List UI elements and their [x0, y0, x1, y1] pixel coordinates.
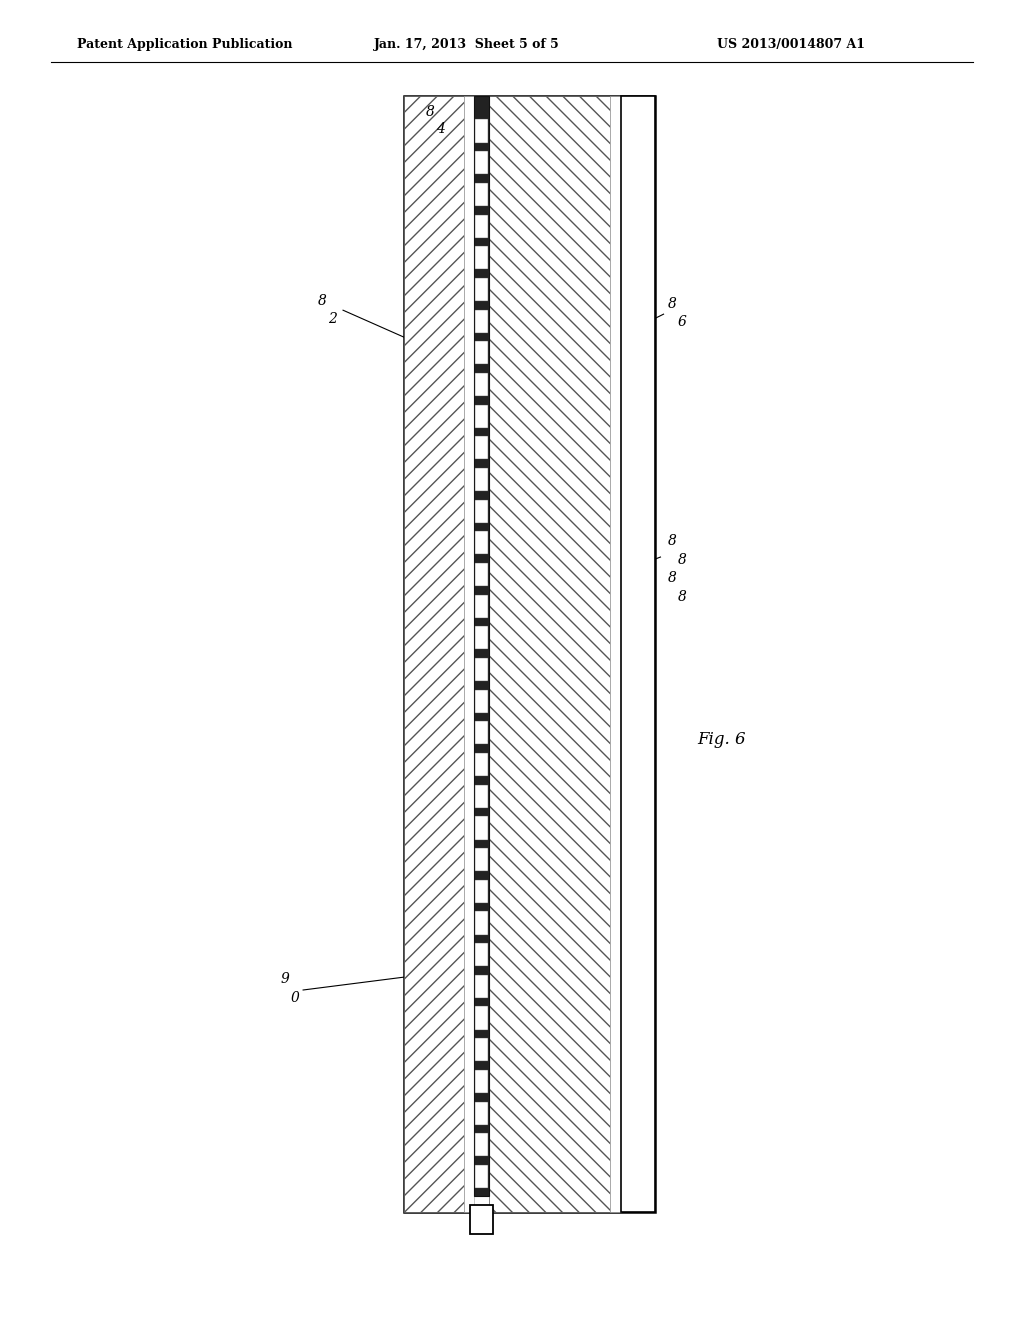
Text: 8: 8: [668, 572, 676, 585]
Text: US 2013/0014807 A1: US 2013/0014807 A1: [717, 38, 865, 51]
Bar: [404, 96, 464, 1212]
Bar: [475, 1166, 488, 1188]
Bar: [475, 215, 488, 238]
Text: 8: 8: [318, 294, 327, 308]
Text: 8: 8: [668, 297, 676, 310]
Bar: [610, 96, 621, 1212]
Bar: [475, 1038, 488, 1061]
Bar: [475, 1007, 488, 1030]
Bar: [475, 404, 488, 428]
Bar: [475, 152, 488, 174]
Bar: [475, 689, 488, 713]
Bar: [489, 96, 610, 1212]
Text: 0: 0: [291, 991, 299, 1005]
Bar: [475, 437, 488, 459]
Text: 2: 2: [329, 313, 337, 326]
Bar: [475, 469, 488, 491]
Bar: [475, 374, 488, 396]
Bar: [475, 532, 488, 554]
Text: Fig. 6: Fig. 6: [697, 731, 746, 747]
Bar: [475, 627, 488, 649]
Bar: [475, 594, 488, 618]
Bar: [475, 342, 488, 364]
Bar: [475, 942, 488, 966]
Bar: [404, 96, 655, 1212]
Bar: [621, 96, 655, 1212]
Bar: [464, 96, 474, 1212]
Bar: [475, 752, 488, 776]
Text: 8: 8: [678, 590, 686, 603]
Text: Jan. 17, 2013  Sheet 5 of 5: Jan. 17, 2013 Sheet 5 of 5: [374, 38, 559, 51]
Text: 4: 4: [436, 123, 444, 136]
Bar: [475, 974, 488, 998]
Bar: [475, 1101, 488, 1125]
Bar: [475, 659, 488, 681]
Bar: [475, 1133, 488, 1156]
Bar: [475, 120, 488, 143]
Text: 9: 9: [281, 973, 289, 986]
Bar: [474, 96, 489, 1196]
Bar: [475, 849, 488, 871]
Text: Patent Application Publication: Patent Application Publication: [77, 38, 292, 51]
Bar: [475, 911, 488, 935]
Text: 6: 6: [678, 315, 686, 329]
Bar: [475, 1069, 488, 1093]
Bar: [475, 721, 488, 744]
Bar: [475, 277, 488, 301]
Text: 8: 8: [668, 535, 676, 548]
Bar: [475, 562, 488, 586]
Text: 8: 8: [426, 106, 434, 119]
Text: 8: 8: [678, 553, 686, 566]
Bar: [475, 816, 488, 840]
Bar: [475, 500, 488, 523]
Bar: [475, 183, 488, 206]
Bar: [475, 310, 488, 333]
Bar: [470, 1205, 493, 1234]
Bar: [475, 879, 488, 903]
Bar: [475, 246, 488, 269]
Bar: [475, 784, 488, 808]
